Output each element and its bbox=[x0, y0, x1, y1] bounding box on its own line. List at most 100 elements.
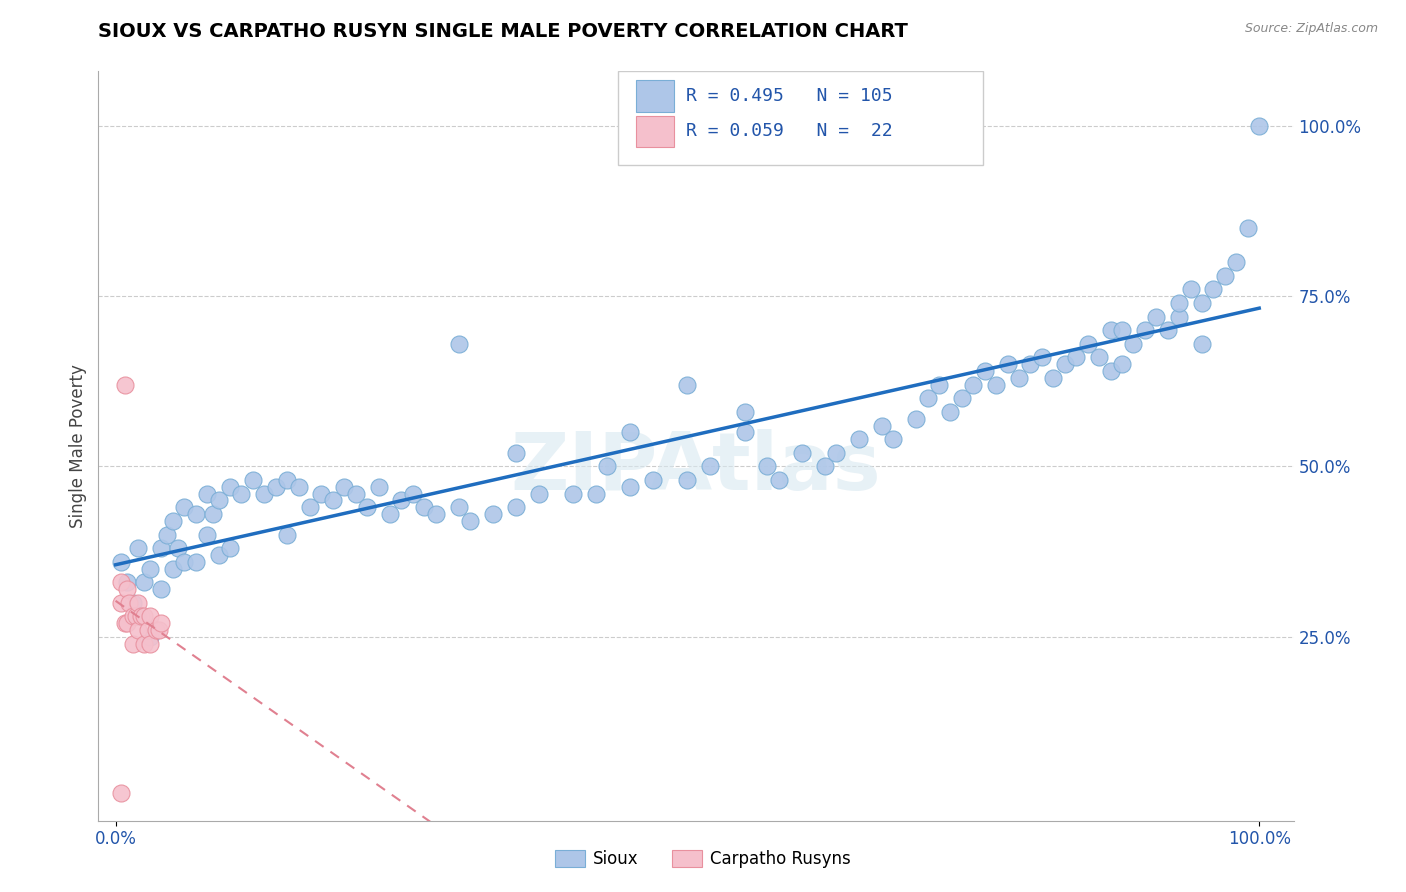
Point bbox=[367, 480, 389, 494]
Point bbox=[1111, 357, 1133, 371]
Point bbox=[905, 411, 928, 425]
Point bbox=[139, 609, 162, 624]
Point bbox=[1202, 282, 1225, 296]
Point bbox=[458, 514, 481, 528]
Text: ZIPAtlas: ZIPAtlas bbox=[510, 429, 882, 508]
Point bbox=[134, 609, 156, 624]
Point bbox=[699, 459, 721, 474]
Point bbox=[115, 582, 138, 596]
Point bbox=[1019, 357, 1042, 371]
Point bbox=[482, 507, 505, 521]
Point bbox=[1191, 296, 1213, 310]
Point bbox=[619, 480, 641, 494]
Point bbox=[413, 500, 436, 515]
Point bbox=[870, 418, 893, 433]
Point bbox=[986, 377, 1008, 392]
Point bbox=[882, 432, 904, 446]
Point bbox=[505, 500, 527, 515]
Point bbox=[110, 786, 132, 800]
Point bbox=[1122, 336, 1144, 351]
Text: R = 0.059   N =  22: R = 0.059 N = 22 bbox=[686, 122, 893, 140]
Point bbox=[276, 473, 298, 487]
Point bbox=[676, 377, 699, 392]
Point bbox=[110, 596, 132, 610]
Point bbox=[917, 392, 939, 406]
Point bbox=[134, 575, 156, 590]
Point bbox=[1042, 371, 1064, 385]
Point bbox=[585, 486, 607, 500]
Point bbox=[162, 561, 184, 575]
Point bbox=[447, 500, 470, 515]
Point bbox=[1236, 221, 1258, 235]
Point bbox=[825, 446, 848, 460]
Point bbox=[1099, 364, 1122, 378]
Point bbox=[115, 616, 138, 631]
Point bbox=[790, 446, 813, 460]
Point bbox=[425, 507, 447, 521]
Point bbox=[734, 405, 756, 419]
Point bbox=[1144, 310, 1167, 324]
Point bbox=[287, 480, 309, 494]
Point bbox=[150, 582, 173, 596]
Point bbox=[127, 596, 149, 610]
Point bbox=[1157, 323, 1180, 337]
Point bbox=[1008, 371, 1031, 385]
Point bbox=[276, 527, 298, 541]
Point bbox=[298, 500, 321, 515]
Point bbox=[505, 446, 527, 460]
Point bbox=[127, 609, 149, 624]
Point bbox=[1031, 351, 1053, 365]
Point bbox=[110, 575, 132, 590]
Point bbox=[173, 555, 195, 569]
Point bbox=[207, 493, 229, 508]
Legend: Sioux, Carpatho Rusyns: Sioux, Carpatho Rusyns bbox=[548, 843, 858, 875]
Bar bbox=[637, 80, 675, 112]
Point bbox=[676, 473, 699, 487]
Point bbox=[562, 486, 585, 500]
Point bbox=[322, 493, 344, 508]
Point bbox=[136, 623, 159, 637]
Point bbox=[195, 527, 218, 541]
Point bbox=[402, 486, 425, 500]
Point bbox=[333, 480, 356, 494]
Point bbox=[127, 623, 149, 637]
Y-axis label: Single Male Poverty: Single Male Poverty bbox=[69, 364, 87, 528]
Point bbox=[950, 392, 973, 406]
Point bbox=[150, 616, 173, 631]
Point bbox=[127, 541, 149, 556]
Point bbox=[311, 486, 333, 500]
Text: SIOUX VS CARPATHO RUSYN SINGLE MALE POVERTY CORRELATION CHART: SIOUX VS CARPATHO RUSYN SINGLE MALE POVE… bbox=[98, 22, 908, 41]
Point bbox=[207, 548, 229, 562]
Point bbox=[139, 561, 162, 575]
Point bbox=[997, 357, 1019, 371]
Point bbox=[1077, 336, 1099, 351]
Point bbox=[356, 500, 378, 515]
Point bbox=[756, 459, 779, 474]
Point bbox=[162, 514, 184, 528]
Point bbox=[219, 541, 242, 556]
Point bbox=[447, 336, 470, 351]
Point bbox=[173, 500, 195, 515]
Point bbox=[134, 636, 156, 650]
Point bbox=[814, 459, 837, 474]
Point bbox=[156, 527, 179, 541]
Point bbox=[962, 377, 984, 392]
Point bbox=[344, 486, 367, 500]
Point bbox=[184, 507, 207, 521]
Point bbox=[139, 630, 162, 644]
Point bbox=[121, 636, 143, 650]
Point bbox=[596, 459, 619, 474]
Point bbox=[1111, 323, 1133, 337]
Point bbox=[939, 405, 962, 419]
Point bbox=[242, 473, 264, 487]
Point bbox=[121, 609, 143, 624]
Point bbox=[848, 432, 870, 446]
Point bbox=[115, 575, 138, 590]
Point bbox=[1133, 323, 1156, 337]
Point bbox=[1180, 282, 1202, 296]
Point bbox=[1213, 268, 1236, 283]
Point bbox=[121, 596, 143, 610]
Point bbox=[1225, 255, 1247, 269]
Point bbox=[768, 473, 790, 487]
Point bbox=[139, 636, 162, 650]
